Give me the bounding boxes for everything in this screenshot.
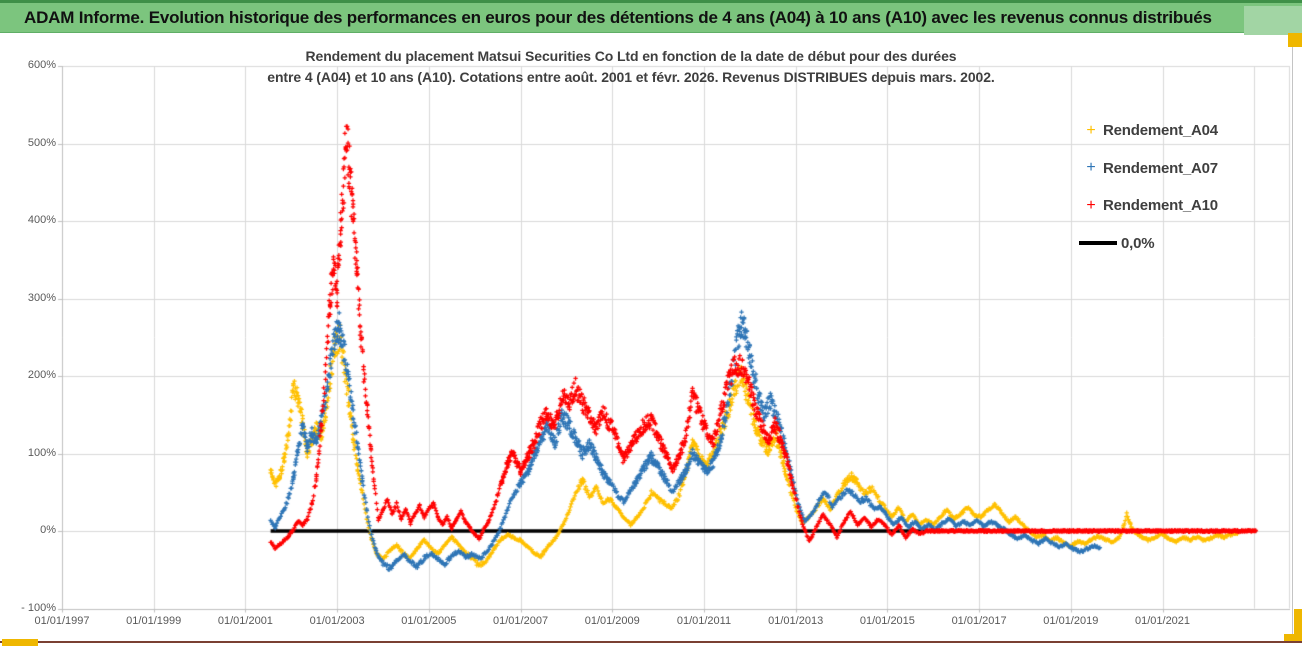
y-axis-tick-label: - 100% xyxy=(21,601,56,614)
plus-marker-icon: + xyxy=(1086,159,1096,177)
legend-label: Rendement_A10 xyxy=(1103,197,1218,215)
x-axis-tick-label: 01/01/2011 xyxy=(676,615,732,627)
x-axis-labels: 01/01/1997 01/01/1999 01/01/2001 01/01/2003… xyxy=(0,615,1302,631)
y-axis-tick-label: 600% xyxy=(27,59,56,71)
y-axis-tick-label: 100% xyxy=(27,446,56,459)
bottom-left-yellow-accent xyxy=(2,639,38,646)
y-axis-tick-label: 200% xyxy=(27,369,56,381)
x-axis-tick-label: 01/01/2003 xyxy=(309,615,365,627)
x-axis-tick-label: 01/01/2021 xyxy=(1134,615,1191,627)
plus-marker-icon: + xyxy=(1086,196,1096,214)
y-axis-tick-label: 400% xyxy=(27,214,56,226)
legend-label: Rendement_A07 xyxy=(1103,159,1218,177)
x-axis-tick-label: 01/01/1997 xyxy=(34,615,90,627)
x-axis-tick-label: 01/01/2019 xyxy=(1043,615,1099,627)
x-axis-tick-label: 01/01/2013 xyxy=(768,615,824,627)
chart-title-line1: Rendement du placement Matsui Securities… xyxy=(305,48,957,64)
x-axis-tick-label: 01/01/2017 xyxy=(951,615,1007,627)
chart-right-border xyxy=(1292,47,1293,639)
legend-item-rendement_a07[interactable]: + Rendement_A07 xyxy=(1079,150,1279,188)
bottom-right-yellow-stub xyxy=(1284,634,1302,641)
x-axis-tick-label: 01/01/1999 xyxy=(126,615,182,627)
x-axis-tick-label: 01/01/2005 xyxy=(401,615,457,627)
x-axis-tick-label: 01/01/2007 xyxy=(493,615,549,627)
bottom-right-yellow-accent xyxy=(1294,609,1302,641)
y-axis-tick-label: 0% xyxy=(40,524,56,536)
x-axis-tick-label: 01/01/2015 xyxy=(859,615,915,627)
plus-marker-icon: + xyxy=(1086,121,1096,139)
legend: + Rendement_A04 + Rendement_A07 + Rendement_A… xyxy=(1079,112,1279,262)
legend-item-rendement_a04[interactable]: + Rendement_A04 xyxy=(1079,112,1279,150)
bottom-border-line xyxy=(0,641,1302,643)
chart-title: Rendement du placement Matsui Securities… xyxy=(0,46,1302,87)
x-axis-tick-label: 01/01/2009 xyxy=(584,615,640,627)
y-axis-tick-label: 300% xyxy=(27,291,56,304)
zero-line-swatch-icon xyxy=(1079,241,1117,246)
legend-item-rendement_a10[interactable]: + Rendement_A10 xyxy=(1079,187,1279,225)
chart-title-line2: entre 4 (A04) et 10 ans (A10). Cotations… xyxy=(267,68,995,85)
legend-item-zero-line[interactable]: 0,0% xyxy=(1079,225,1279,263)
y-axis-tick-label: 500% xyxy=(27,136,56,149)
x-axis-tick-label: 01/01/2001 xyxy=(217,615,273,627)
legend-label: 0,0% xyxy=(1121,234,1155,252)
top-right-yellow-accent xyxy=(1288,33,1302,47)
legend-label: Rendement_A04 xyxy=(1103,122,1218,140)
